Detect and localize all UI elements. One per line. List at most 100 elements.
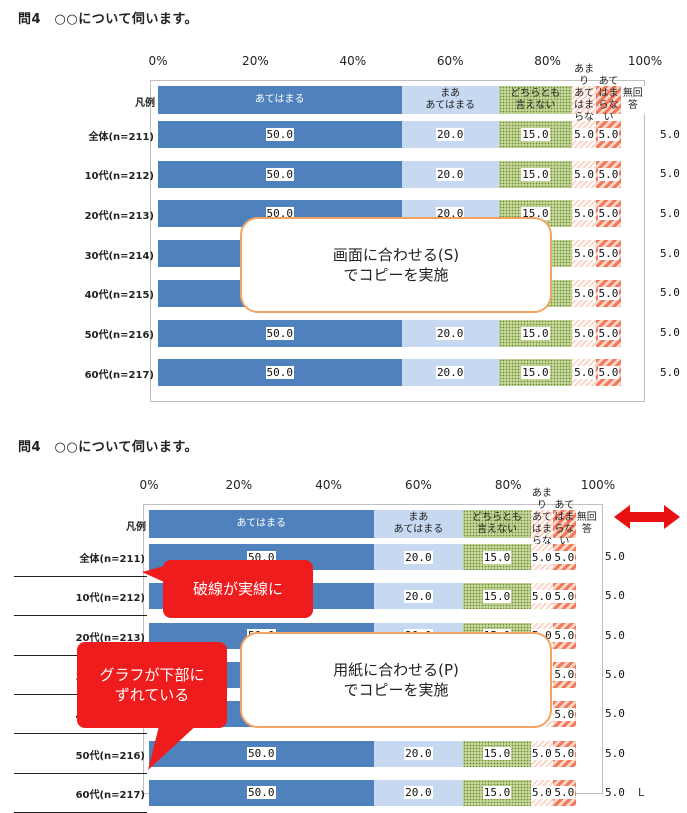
bar-segment: 5.0 [596,359,621,387]
bar-segment: 50.0 [158,160,402,188]
chart-panel-fit-paper: 問4 ○○について伺います。 0% 20% 40% 60% 80% 100% 凡例 あてはまる… [0,430,687,813]
axis-tick-label: 0% [148,54,168,68]
callout-fit-paper: 用紙に合わせる(P) でコピーを実施 [240,632,552,728]
bar-segment: 20.0 [401,359,499,387]
note-pointer [142,566,164,582]
bar-segment: 5.0 [596,160,621,188]
bar-segment: 15.0 [463,544,531,570]
callout-line: でコピーを実施 [343,681,449,699]
row-separator-line [14,772,147,774]
bar-value-label: 5.0 [573,366,596,380]
chart-frame [150,80,645,402]
bar-value-label: 20.0 [435,366,465,380]
legend-item: まあ あてはまる [401,86,499,114]
legend-title: 凡例 [126,522,146,533]
bar-value-label: 5.0 [605,589,625,603]
category-label: 10代(n=212) [84,171,154,183]
bar-segment: 5.0 [553,622,576,649]
bar-segment: 20.0 [401,160,499,188]
bar-segment: 5.0 [571,359,597,387]
bar-value-label: 15.0 [482,747,512,760]
bar-value-label: 5.0 [553,786,576,800]
callout-line: でコピーを実施 [343,266,449,284]
bar-value-label: 5.0 [605,550,625,563]
bar-value-label: 5.0 [660,167,680,181]
bar-segment: 5.0 [571,200,597,228]
bar-value-label: 5.0 [660,127,680,141]
double-arrow-icon [614,505,680,529]
bar-segment: 50.0 [158,121,402,148]
bar-segment: 15.0 [498,359,572,387]
bar-value-label: 20.0 [404,550,433,564]
bar-value-label: 5.0 [597,247,620,261]
note-text: ずれている [114,686,190,704]
legend-item: まあ あてはまる [373,510,464,538]
chart-panel-fit-screen: 問4 ○○について伺います。 0% 20% 40% 60% 80% 100% 凡例 あてはまる… [0,0,687,402]
bar-value-label: 5.0 [605,667,625,681]
bar-value-label: 5.0 [597,286,620,300]
question-title: 問4 ○○について伺います。 [18,12,199,27]
bar-value-label: 5.0 [553,747,576,760]
bar-segment: 15.0 [498,121,572,148]
bar-segment: 20.0 [373,583,464,610]
axis-tick-label: 40% [315,478,342,492]
bar-segment: 5.0 [530,583,554,610]
bar-value-label: 50.0 [265,326,294,340]
bar-value-label: 5.0 [605,707,625,721]
bar-value-label: 20.0 [435,326,465,340]
category-label: 60代(n=217) [84,369,154,381]
note-dashed-to-solid: 破線が実線に [163,560,313,618]
bar-value-label: 5.0 [573,326,596,340]
bar-value-label: 50.0 [247,786,276,800]
bar-segment: 50.0 [158,359,402,387]
axis-tick-label: 80% [494,478,522,492]
bar-value-label: 15.0 [482,589,512,603]
bar-segment: 15.0 [463,779,531,806]
bar-value-label: 5.0 [553,707,576,721]
bar-value-label: 20.0 [404,747,433,760]
bar-value-label: 20.0 [404,589,433,603]
legend-item: どちらとも 言えない [463,510,531,538]
bar-segment: 5.0 [553,779,576,806]
axis-tick-label: 60% [405,478,432,492]
bar-value-label: 20.0 [404,786,433,800]
bar-segment: 5.0 [530,740,554,767]
bar-segment: 15.0 [463,740,531,767]
bar-value-label: 15.0 [521,326,550,340]
bar-value-label: 5.0 [553,589,576,603]
bar-segment: 5.0 [553,701,576,728]
bar-value-label: 5.0 [660,365,680,379]
category-label: 10代(n=212) [75,593,145,605]
bar-value-label: 5.0 [597,128,620,141]
row-separator-line [14,576,147,577]
bar-value-label: 15.0 [521,167,550,181]
bar-value-label: 50.0 [265,128,294,141]
bar-value-label: 5.0 [530,589,553,603]
legend-item: あまり あてはまらない [571,64,597,135]
bar-segment: 5.0 [596,200,621,228]
bar-segment: 20.0 [401,121,499,148]
bar-segment: 5.0 [553,661,576,688]
page-corner-mark: L [638,786,645,799]
category-label: 全体(n=211) [79,554,145,565]
legend-item: あてはまらない [596,76,621,123]
note-graph-shifted: グラフが下部に ずれている [77,642,227,728]
bar-value-label: 5.0 [660,326,680,339]
category-label: 20代(n=213) [84,210,154,222]
bar-segment: 50.0 [149,779,374,806]
note-text: グラフが下部に [99,666,205,684]
axis-tick-label: 0% [139,478,159,492]
bar-value-label: 5.0 [530,786,553,800]
bar-value-label: 5.0 [660,246,680,260]
bar-value-label: 5.0 [573,207,596,221]
bar-value-label: 15.0 [482,550,512,564]
bar-value-label: 5.0 [573,247,596,261]
bar-segment: 50.0 [149,740,374,767]
bar-segment: 15.0 [498,160,572,188]
bar-value-label: 5.0 [573,286,596,300]
bar-value-label: 15.0 [521,128,550,141]
bar-segment: 50.0 [158,319,402,347]
bar-value-label: 5.0 [605,628,625,642]
note-text: 破線が実線に [192,580,283,598]
bar-segment: 20.0 [373,779,464,806]
